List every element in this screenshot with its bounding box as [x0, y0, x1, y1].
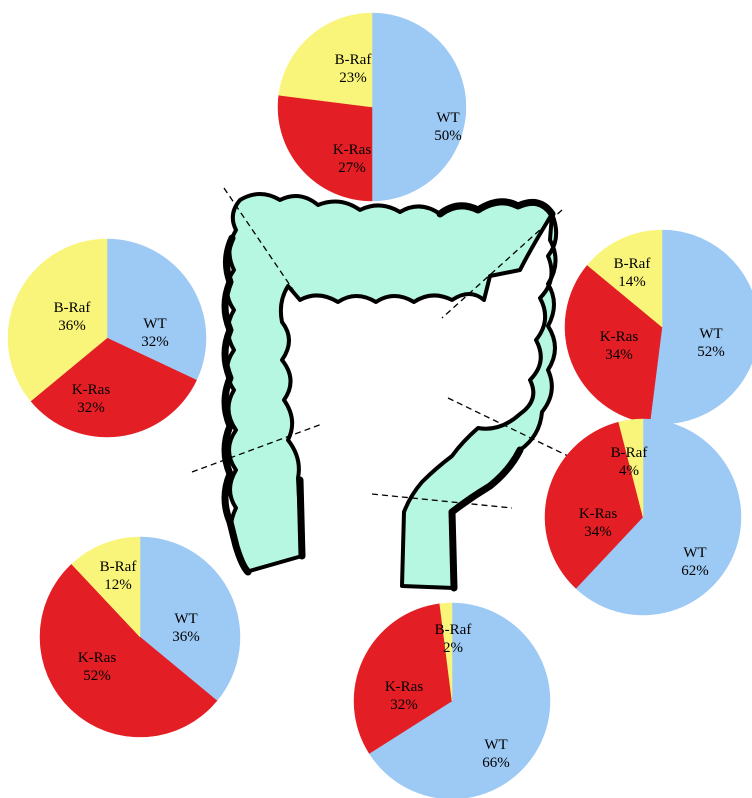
- slice-name: K-Ras: [385, 679, 423, 695]
- slice-percent: 34%: [605, 347, 633, 363]
- slice-label-b-raf: B-Raf 12%: [100, 559, 137, 593]
- slice-label-b-raf: B-Raf 36%: [54, 300, 91, 334]
- slice-name: B-Raf: [614, 256, 651, 272]
- pie-slice-k-ras: [277, 94, 373, 202]
- slice-percent: 52%: [83, 668, 111, 684]
- pie-slice-b-raf: [7, 238, 108, 402]
- slice-label-b-raf: B-Raf 23%: [335, 52, 372, 86]
- slice-name: K-Ras: [600, 329, 638, 345]
- slice-label-k-ras: K-Ras 32%: [72, 382, 110, 416]
- slice-percent: 27%: [338, 160, 366, 176]
- slice-label-k-ras: K-Ras 34%: [600, 329, 638, 363]
- segment-cut-line: [371, 493, 513, 509]
- segment-cut-line: [191, 423, 323, 473]
- slice-name: B-Raf: [335, 52, 372, 68]
- pie-chart-lower-right: WT 62% K-Ras 34% B-Raf 4%: [544, 418, 742, 616]
- pie-slice-wt: [371, 12, 467, 202]
- pie-slice-b-raf: [71, 536, 141, 638]
- pie-slice-k-ras: [30, 337, 197, 438]
- pie-charts: WT 50% K-Ras 27% B-Raf 23% WT 32% K-Ras 32% B-Raf 3…: [7, 12, 752, 798]
- pie-slice-wt: [649, 229, 752, 425]
- slice-percent: 32%: [390, 697, 418, 713]
- slice-percent: 2%: [443, 640, 463, 656]
- slice-label-k-ras: K-Ras 32%: [385, 679, 423, 713]
- slice-label-wt: WT 62%: [681, 545, 709, 579]
- colon-edge-left: [221, 234, 252, 576]
- slice-percent: 36%: [172, 629, 200, 645]
- slice-name: WT: [699, 326, 722, 342]
- slice-label-wt: WT 66%: [482, 737, 510, 771]
- slice-percent: 14%: [618, 274, 646, 290]
- pie-chart-lower-left: WT 36% K-Ras 52% B-Raf 12%: [39, 536, 241, 738]
- pie-slice-wt: [368, 602, 551, 798]
- slice-percent: 34%: [584, 524, 612, 540]
- slice-label-wt: WT 50%: [434, 110, 462, 144]
- slice-name: WT: [143, 316, 166, 332]
- colon-edge-descending: [296, 476, 306, 560]
- pie-slice-k-ras: [544, 421, 644, 589]
- pie-slice-b-raf: [278, 12, 373, 108]
- slice-name: K-Ras: [78, 650, 116, 666]
- pie-slice-wt: [106, 238, 207, 381]
- slice-label-k-ras: K-Ras 34%: [579, 506, 617, 540]
- slice-name: B-Raf: [100, 559, 137, 575]
- pie-slice-wt: [575, 418, 742, 616]
- slice-label-k-ras: K-Ras 27%: [333, 142, 371, 176]
- slice-name: WT: [174, 611, 197, 627]
- pie-slice-wt: [139, 536, 241, 702]
- pie-chart-bottom: WT 66% K-Ras 32% B-Raf 2%: [353, 602, 551, 798]
- slice-name: WT: [436, 110, 459, 126]
- slice-percent: 4%: [619, 463, 639, 479]
- slice-label-b-raf: B-Raf 4%: [611, 445, 648, 479]
- pie-slice-k-ras: [353, 603, 453, 754]
- slice-name: WT: [683, 545, 706, 561]
- pie-slice-k-ras: [39, 563, 218, 738]
- slice-percent: 23%: [339, 70, 367, 86]
- slice-label-wt: WT 36%: [172, 611, 200, 645]
- colon-outline: [225, 192, 559, 590]
- slice-label-k-ras: K-Ras 52%: [78, 650, 116, 684]
- slice-label-b-raf: B-Raf 2%: [435, 622, 472, 656]
- slice-name: K-Ras: [333, 142, 371, 158]
- segment-cut-line: [223, 187, 301, 301]
- slice-percent: 12%: [104, 577, 132, 593]
- slice-name: B-Raf: [611, 445, 648, 461]
- segment-cut-line: [447, 397, 569, 457]
- slice-percent: 62%: [681, 563, 709, 579]
- pie-slice-b-raf: [618, 418, 644, 518]
- slice-name: K-Ras: [72, 382, 110, 398]
- slice-name: K-Ras: [579, 506, 617, 522]
- slice-percent: 32%: [77, 400, 105, 416]
- slice-name: WT: [484, 737, 507, 753]
- slice-percent: 36%: [58, 318, 86, 334]
- slice-percent: 52%: [697, 344, 725, 360]
- pie-chart-top: WT 50% K-Ras 27% B-Raf 23%: [277, 12, 467, 202]
- colon-edge-sigmoid: [448, 446, 524, 592]
- slice-percent: 66%: [482, 755, 510, 771]
- pie-chart-upper-right: WT 52% K-Ras 34% B-Raf 14%: [564, 229, 752, 425]
- slice-name: B-Raf: [54, 300, 91, 316]
- slice-percent: 50%: [434, 128, 462, 144]
- slice-percent: 32%: [141, 334, 169, 350]
- pie-slice-b-raf: [439, 602, 453, 702]
- colon-illustration: [191, 187, 569, 592]
- pie-slice-k-ras: [564, 264, 663, 424]
- pie-slice-b-raf: [586, 229, 663, 328]
- slice-name: B-Raf: [435, 622, 472, 638]
- pie-chart-upper-left: WT 32% K-Ras 32% B-Raf 36%: [7, 238, 207, 438]
- segment-cut-line: [441, 209, 563, 319]
- slice-label-wt: WT 32%: [141, 316, 169, 350]
- colon-edge-top: [436, 198, 556, 218]
- slice-label-b-raf: B-Raf 14%: [614, 256, 651, 290]
- slice-label-wt: WT 52%: [697, 326, 725, 360]
